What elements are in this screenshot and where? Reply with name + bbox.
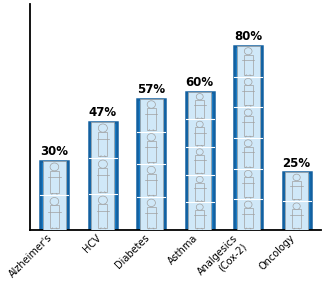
Bar xyxy=(244,55,253,75)
Bar xyxy=(237,138,260,168)
Text: 57%: 57% xyxy=(137,83,165,96)
Bar xyxy=(89,122,117,230)
Text: 25%: 25% xyxy=(282,157,311,170)
Bar xyxy=(188,175,211,202)
Ellipse shape xyxy=(147,134,155,141)
Bar xyxy=(40,161,69,230)
Ellipse shape xyxy=(244,140,252,147)
Bar xyxy=(147,207,156,228)
Bar xyxy=(234,46,262,230)
Bar xyxy=(43,195,66,230)
Bar xyxy=(186,92,214,230)
Bar xyxy=(50,205,59,228)
Bar xyxy=(91,194,114,230)
Ellipse shape xyxy=(98,160,107,168)
Text: 80%: 80% xyxy=(234,30,262,43)
Bar xyxy=(237,168,260,199)
Ellipse shape xyxy=(196,176,203,183)
Ellipse shape xyxy=(196,94,203,100)
Bar xyxy=(140,164,163,197)
Bar xyxy=(91,122,114,158)
Bar xyxy=(237,46,260,77)
Ellipse shape xyxy=(98,196,107,204)
Bar xyxy=(244,116,253,136)
Bar xyxy=(98,132,107,156)
Ellipse shape xyxy=(293,203,300,210)
Ellipse shape xyxy=(244,109,252,116)
Bar xyxy=(140,131,163,164)
Bar xyxy=(98,168,107,192)
Ellipse shape xyxy=(244,201,252,208)
Bar xyxy=(147,141,156,162)
Ellipse shape xyxy=(196,149,203,155)
Bar xyxy=(140,99,163,131)
Bar xyxy=(147,174,156,195)
Bar xyxy=(195,100,204,118)
Bar xyxy=(137,99,165,230)
Bar xyxy=(43,161,66,195)
Bar xyxy=(188,92,211,119)
Bar xyxy=(237,107,260,138)
Ellipse shape xyxy=(244,48,252,55)
Text: 47%: 47% xyxy=(89,106,117,119)
Bar xyxy=(140,197,163,230)
Ellipse shape xyxy=(244,78,252,86)
Bar xyxy=(98,204,107,228)
Ellipse shape xyxy=(98,124,107,132)
Ellipse shape xyxy=(293,174,300,181)
Bar xyxy=(188,119,211,147)
Bar xyxy=(195,210,204,228)
Bar xyxy=(195,127,204,145)
Ellipse shape xyxy=(147,199,155,207)
Bar xyxy=(244,86,253,105)
Bar xyxy=(285,173,308,201)
Bar xyxy=(237,77,260,107)
Bar xyxy=(50,171,59,193)
Bar xyxy=(91,158,114,194)
Ellipse shape xyxy=(50,163,59,171)
Bar xyxy=(285,201,308,230)
Bar xyxy=(244,208,253,228)
Ellipse shape xyxy=(196,204,203,210)
Bar xyxy=(188,202,211,230)
Bar xyxy=(237,199,260,230)
Bar xyxy=(244,177,253,197)
Bar xyxy=(147,108,156,129)
Bar xyxy=(292,181,301,199)
Ellipse shape xyxy=(196,121,203,127)
Bar xyxy=(195,183,204,201)
Text: 60%: 60% xyxy=(186,76,214,89)
Ellipse shape xyxy=(147,166,155,174)
Ellipse shape xyxy=(244,171,252,177)
Bar xyxy=(195,155,204,173)
Bar xyxy=(244,147,253,167)
Bar xyxy=(188,147,211,175)
Ellipse shape xyxy=(147,101,155,108)
Bar xyxy=(282,173,311,230)
Ellipse shape xyxy=(50,197,59,205)
Text: 30%: 30% xyxy=(40,145,69,158)
Bar xyxy=(292,210,301,228)
